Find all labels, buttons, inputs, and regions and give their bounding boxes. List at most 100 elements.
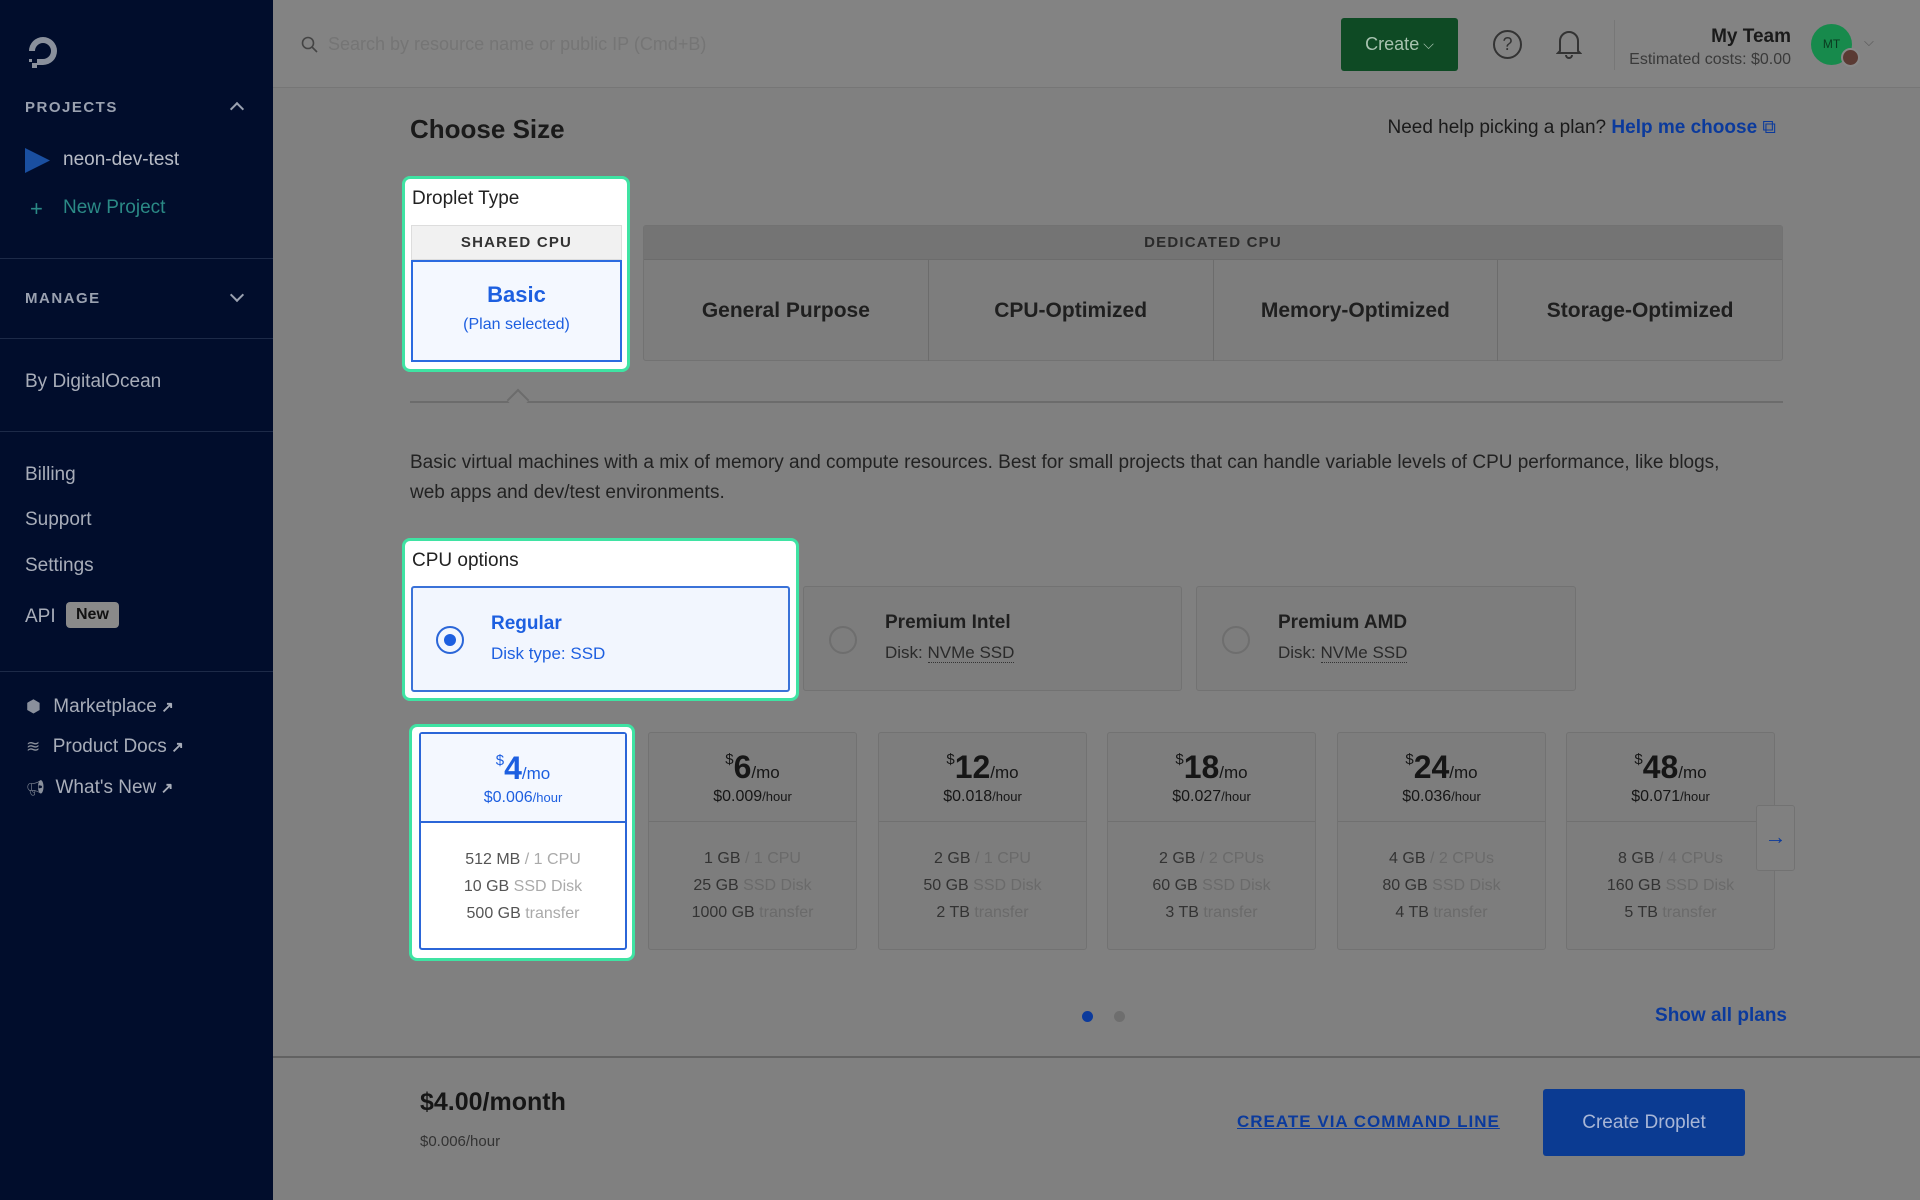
hourly-total: $0.006/hour	[420, 1133, 501, 1150]
cpu-option-regular[interactable]: Regular Disk type: SSD	[411, 586, 790, 692]
tab-storage-optimized[interactable]: Storage-Optimized	[1546, 298, 1734, 322]
bell-icon[interactable]	[1556, 28, 1582, 60]
new-project-link[interactable]: New Project	[63, 197, 166, 218]
chevron-down-icon: ⌵	[1423, 36, 1434, 52]
cpu-options-label: CPU options	[412, 550, 519, 571]
help-choose: Need help picking a plan? Help me choose…	[1387, 117, 1776, 139]
create-button[interactable]: Create ⌵	[1341, 18, 1458, 71]
sidebar-item-settings[interactable]: Settings	[25, 555, 94, 576]
shared-cpu-header: SHARED CPU	[411, 225, 622, 260]
sidebar-project-neon-dev-test[interactable]: neon-dev-test	[63, 149, 180, 170]
sidebar-item-api[interactable]: API	[25, 606, 56, 627]
plan-price: $24/mo $0.036/hour	[1338, 733, 1545, 822]
search-input[interactable]	[328, 30, 1028, 58]
estimated-costs: Estimated costs: $0.00	[1629, 51, 1791, 68]
plan-specs: 2 GB / 2 CPUs 60 GB SSD Disk 3 TB transf…	[1152, 850, 1271, 921]
radio-selected[interactable]	[436, 626, 464, 654]
megaphone-icon: 📢︎	[26, 780, 46, 797]
plan-specs: 8 GB / 4 CPUs 160 GB SSD Disk 5 TB trans…	[1606, 850, 1735, 921]
cpu-options-section: CPU options Regular Disk type: SSD	[402, 538, 799, 701]
avatar[interactable]: MT	[1811, 24, 1852, 65]
radio-unselected[interactable]	[829, 626, 857, 654]
hourly-price: $0.018	[943, 788, 993, 805]
help-me-choose-link[interactable]: Help me choose	[1611, 117, 1758, 138]
cube-icon: ⬢	[26, 697, 41, 716]
plan-card[interactable]: $24/mo $0.036/hour 4 GB / 2 CPUs 80 GB S…	[1337, 732, 1546, 950]
plan-card[interactable]: $6/mo $0.009/hour 1 GB / 1 CPU 25 GB SSD…	[648, 732, 857, 950]
sidebar-item-product-docs[interactable]: ≋ Product Docs ↗	[26, 736, 184, 758]
dedicated-cpu-group: DEDICATED CPU General Purpose CPU-Optimi…	[643, 225, 1783, 361]
cpu-option-premium-intel[interactable]: Premium Intel Disk: NVMe SSD	[803, 586, 1182, 691]
external-arrow-icon: ↗	[171, 739, 184, 756]
hourly-price: $0.071	[1631, 788, 1681, 805]
project-icon	[25, 148, 50, 173]
manage-heading[interactable]: MANAGE	[25, 290, 101, 307]
plan-card[interactable]: $18/mo $0.027/hour 2 GB / 2 CPUs 60 GB S…	[1107, 732, 1316, 950]
external-arrow-icon: ↗	[160, 780, 174, 797]
monthly-price: 12	[954, 749, 991, 785]
create-via-command-line-link[interactable]: CREATE VIA COMMAND LINE	[1237, 1112, 1500, 1131]
user-photo-avatar[interactable]	[1841, 48, 1860, 67]
plan-specs: 1 GB / 1 CPU 25 GB SSD Disk 1000 GB tran…	[691, 850, 814, 921]
chevron-down-icon[interactable]: ⌵	[1864, 34, 1874, 49]
sidebar-item-by-digitalocean[interactable]: By DigitalOcean	[25, 371, 162, 392]
sidebar-item-marketplace[interactable]: ⬢ Marketplace ↗	[26, 696, 174, 718]
tab-cpu-optimized[interactable]: CPU-Optimized	[929, 260, 1214, 361]
plus-icon: +	[30, 196, 43, 221]
hourly-price: $0.009	[713, 788, 763, 805]
droplet-type-section: Droplet Type SHARED CPU Basic (Plan sele…	[402, 176, 630, 372]
plan-price: $12/mo $0.018/hour	[879, 733, 1086, 822]
divider	[273, 1056, 1920, 1058]
digitalocean-logo-icon[interactable]	[24, 32, 62, 70]
plan-card[interactable]: $4/mo $0.006/hour 512 MB / 1 CPU 10 GB S…	[419, 732, 627, 950]
search-icon	[301, 36, 318, 53]
monthly-total: $4.00/month	[420, 1088, 566, 1116]
cpu-option-premium-amd[interactable]: Premium AMD Disk: NVMe SSD	[1196, 586, 1576, 691]
divider	[1614, 20, 1615, 70]
external-link-icon[interactable]: ⧉	[1762, 117, 1776, 138]
droplet-type-label: Droplet Type	[412, 188, 520, 209]
chevron-up-icon[interactable]	[229, 101, 245, 117]
sidebar-item-support[interactable]: Support	[25, 509, 92, 530]
divider	[0, 431, 273, 432]
plan-price: $48/mo $0.071/hour	[1567, 733, 1774, 822]
hourly-price: $0.006	[483, 789, 533, 806]
tab-general-purpose[interactable]: General Purpose	[644, 260, 929, 361]
plan-specs: 512 MB / 1 CPU 10 GB SSD Disk 500 GB tra…	[463, 851, 583, 922]
sidebar-item-billing[interactable]: Billing	[25, 464, 76, 485]
plan-specs: 2 GB / 1 CPU 50 GB SSD Disk 2 TB transfe…	[923, 850, 1042, 921]
monthly-price: 24	[1413, 749, 1450, 785]
hourly-price: $0.027	[1172, 788, 1222, 805]
selection-pointer	[506, 388, 530, 412]
tab-memory-optimized[interactable]: Memory-Optimized	[1214, 260, 1499, 361]
top-bar: Create⌵ ? My Team Estimated costs: $0.00…	[273, 0, 1920, 88]
plan-selected-label: (Plan selected)	[463, 316, 570, 333]
external-arrow-icon: ↗	[161, 699, 174, 716]
divider	[0, 258, 273, 259]
option-name: Regular	[491, 613, 562, 634]
projects-heading: PROJECTS	[25, 99, 118, 116]
pagination-dot[interactable]	[1114, 1011, 1125, 1022]
hourly-price: $0.036	[1402, 788, 1452, 805]
radio-unselected[interactable]	[1222, 626, 1250, 654]
pagination-dot-active[interactable]	[1082, 1011, 1093, 1022]
option-disk: Disk type: SSD	[491, 644, 606, 663]
option-disk: Disk: NVMe SSD	[885, 643, 1015, 663]
basic-plan-tab[interactable]: Basic (Plan selected)	[411, 260, 622, 362]
layers-icon: ≋	[26, 737, 41, 756]
create-droplet-button[interactable]: Create Droplet	[1543, 1089, 1745, 1156]
option-name: Premium AMD	[1278, 612, 1408, 633]
next-plans-arrow-icon[interactable]: →	[1756, 805, 1795, 871]
plan-price: $18/mo $0.027/hour	[1108, 733, 1315, 822]
plan-card[interactable]: $12/mo $0.018/hour 2 GB / 1 CPU 50 GB SS…	[878, 732, 1087, 950]
option-name: Premium Intel	[885, 612, 1011, 633]
monthly-price: 6	[733, 749, 752, 785]
show-all-plans-link[interactable]: Show all plans	[1655, 1005, 1787, 1026]
sidebar-item-whats-new[interactable]: 📢︎ What's New ↗	[26, 777, 173, 799]
sidebar: PROJECTS neon-dev-test + New Project MAN…	[0, 0, 273, 1200]
plan-card[interactable]: $48/mo $0.071/hour 8 GB / 4 CPUs 160 GB …	[1566, 732, 1775, 950]
help-icon[interactable]: ?	[1493, 30, 1522, 59]
chevron-down-icon[interactable]	[229, 287, 245, 303]
divider	[0, 338, 273, 339]
team-name[interactable]: My Team	[1711, 26, 1791, 47]
